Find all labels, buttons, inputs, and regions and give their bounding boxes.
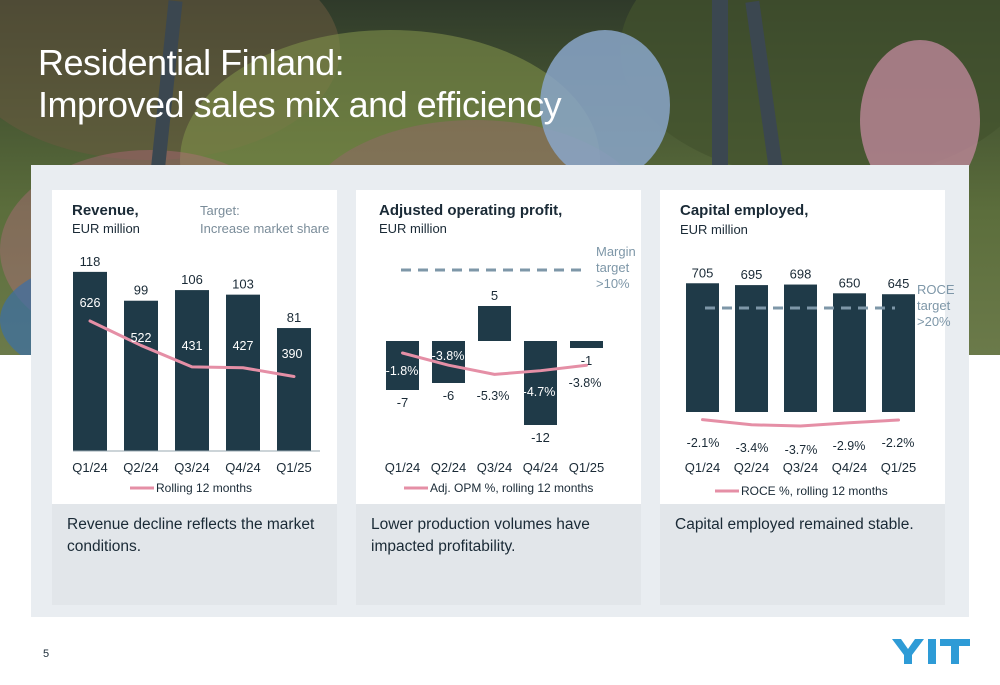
slide-title: Residential Finland: Improved sales mix … <box>38 42 562 126</box>
bar-value-label: -6 <box>443 388 455 403</box>
category-tick-label: Q1/25 <box>569 460 604 475</box>
bar <box>570 341 603 348</box>
target-label: ROCE <box>917 282 955 297</box>
capital-employed-card: Capital employed, EUR million 705 Q1/24 69… <box>660 190 955 504</box>
target-note-line-2: Increase market share <box>200 221 329 236</box>
chart-title: Adjusted operating profit, <box>379 202 562 219</box>
target-label: >20% <box>917 314 951 329</box>
capital-employed-chart: Capital employed, EUR million 705 Q1/24 69… <box>680 202 955 498</box>
line-value-label: -2.1% <box>687 436 720 450</box>
revenue-footer: Revenue decline reflects the market cond… <box>52 504 337 605</box>
bar-value-label: 106 <box>181 272 203 287</box>
line-value-label: -3.7% <box>785 443 818 457</box>
bar <box>386 341 419 390</box>
footer-text: Capital employed remained stable. <box>675 516 914 533</box>
target-label: target <box>917 298 951 313</box>
line-value-label: -2.9% <box>833 439 866 453</box>
category-tick-label: Q2/24 <box>431 460 466 475</box>
target-note-line-1: Target: <box>200 203 240 218</box>
chart-title: Revenue, <box>72 202 139 219</box>
category-tick-label: Q1/24 <box>385 460 420 475</box>
line-value-label: 626 <box>80 296 101 310</box>
target-label: target <box>596 260 630 275</box>
bar <box>524 341 557 425</box>
line-value-label: -2.2% <box>882 436 915 450</box>
chart-subtitle: EUR million <box>680 222 748 237</box>
line-value-label: 522 <box>131 331 152 345</box>
rolling-line <box>88 319 296 378</box>
line-value-label: 427 <box>233 339 254 353</box>
bar-value-label: 5 <box>491 288 498 303</box>
bar <box>784 284 817 412</box>
category-tick-label: Q1/25 <box>276 460 311 475</box>
title-line-2: Improved sales mix and efficiency <box>38 84 562 125</box>
line-value-label: -5.3% <box>477 389 510 403</box>
category-tick-label: Q4/24 <box>225 460 260 475</box>
operating-profit-footer: Lower production volumes have impacted p… <box>356 504 641 605</box>
bar <box>686 283 719 412</box>
capital-employed-footer: Capital employed remained stable. <box>660 504 945 605</box>
line-value-label: -4.7% <box>523 385 556 399</box>
line-value-label: -3.4% <box>736 441 769 455</box>
category-tick-label: Q1/25 <box>881 460 916 475</box>
bar-value-label: 118 <box>80 254 101 269</box>
bar-value-label: 103 <box>232 277 254 292</box>
category-tick-label: Q2/24 <box>123 460 158 475</box>
footer-text: Revenue decline reflects the market cond… <box>67 516 315 555</box>
legend-label: Adj. OPM %, rolling 12 months <box>430 481 593 495</box>
title-line-1: Residential Finland: <box>38 42 345 83</box>
bar <box>277 328 311 451</box>
bar-value-label: -12 <box>531 430 550 445</box>
line-value-label: -3.8% <box>569 376 602 390</box>
rolling-line <box>701 418 900 428</box>
line-value-label: -3.8% <box>432 349 465 363</box>
bar-value-label: 695 <box>741 267 763 282</box>
bar <box>73 271 107 451</box>
bar-value-label: 650 <box>839 275 861 290</box>
bar <box>124 300 158 451</box>
bar-value-label: 81 <box>287 310 301 325</box>
line-value-label: 390 <box>282 347 303 361</box>
category-tick-label: Q3/24 <box>174 460 209 475</box>
yit-logo <box>892 639 970 664</box>
bar <box>478 306 511 341</box>
category-tick-label: Q3/24 <box>783 460 818 475</box>
legend-label: Rolling 12 months <box>156 481 252 495</box>
bar-value-label: -7 <box>397 395 409 410</box>
category-tick-label: Q1/24 <box>685 460 720 475</box>
target-label: Margin <box>596 244 636 259</box>
revenue-card: Revenue, EUR million Target: Increase ma… <box>52 190 337 504</box>
bar <box>175 290 209 451</box>
operating-profit-chart: Adjusted operating profit, EUR million -… <box>379 202 636 495</box>
category-tick-label: Q1/24 <box>72 460 107 475</box>
rolling-line <box>401 351 588 376</box>
bar-value-label: 705 <box>692 265 714 280</box>
bar <box>833 293 866 412</box>
footer-text: Lower production volumes have impacted p… <box>371 516 590 555</box>
bar <box>735 285 768 412</box>
bar-value-label: 99 <box>134 283 148 298</box>
bar-value-label: -1 <box>581 353 593 368</box>
bar-value-label: 645 <box>888 276 910 291</box>
operating-profit-card: Adjusted operating profit, EUR million -… <box>356 190 641 504</box>
category-tick-label: Q2/24 <box>734 460 769 475</box>
target-label: >10% <box>596 276 630 291</box>
line-value-label: 431 <box>182 339 203 353</box>
bar-value-label: 698 <box>790 267 812 282</box>
category-tick-label: Q3/24 <box>477 460 512 475</box>
legend-label: ROCE %, rolling 12 months <box>741 484 888 498</box>
line-value-label: -1.8% <box>386 364 419 378</box>
chart-subtitle: EUR million <box>72 221 140 236</box>
category-tick-label: Q4/24 <box>523 460 558 475</box>
chart-subtitle: EUR million <box>379 221 447 236</box>
bar <box>882 294 915 412</box>
bar <box>226 294 260 451</box>
page-number: 5 <box>43 648 50 660</box>
revenue-chart: Revenue, EUR million Target: Increase ma… <box>72 202 329 495</box>
category-tick-label: Q4/24 <box>832 460 867 475</box>
chart-title: Capital employed, <box>680 202 808 219</box>
